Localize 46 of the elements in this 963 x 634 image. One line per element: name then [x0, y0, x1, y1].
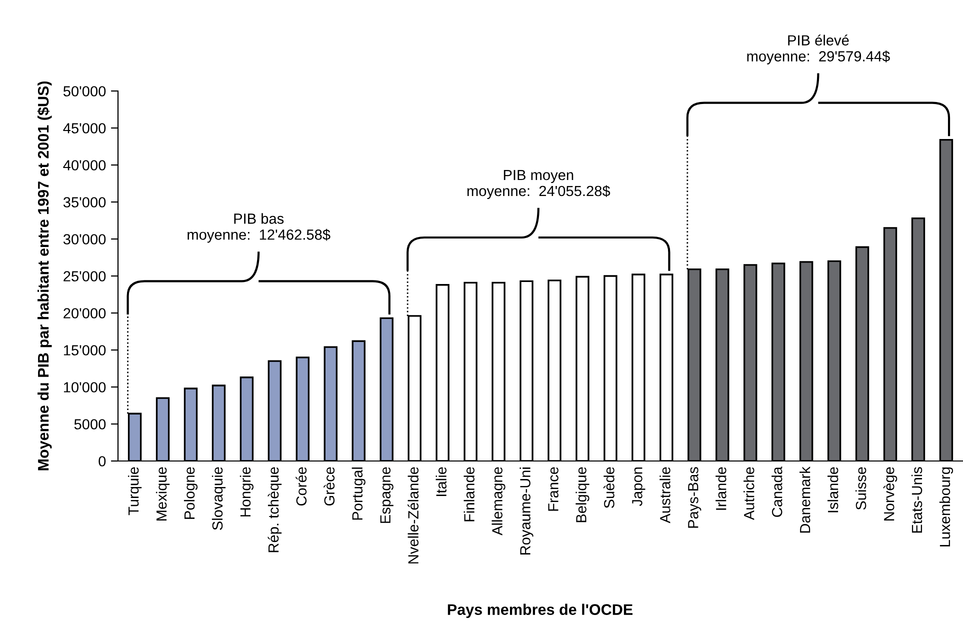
- x-tick-label: Norvège: [883, 467, 898, 520]
- x-tick-label: Finlande: [464, 467, 474, 522]
- x-tick-label: Hongrie: [240, 467, 254, 516]
- x-tick-label: Nvelle-Zélande: [408, 467, 419, 564]
- x-tick-label: Japon: [632, 468, 646, 506]
- x-tick-label: Mexique: [156, 467, 170, 520]
- x-tick-label: Slovaquie: [212, 467, 226, 530]
- x-tick-label: Espagne: [380, 467, 394, 523]
- y-tick-label: 5000: [74, 419, 106, 430]
- text: PIB élevé moyenne: 29'579.44$: [747, 34, 890, 64]
- annotation: PIB moyen moyenne: 24'055.28$: [467, 170, 610, 200]
- y-tick-label: 40'000: [63, 160, 106, 170]
- x-tick-label: Royaume-Uni: [520, 468, 534, 555]
- x-tick-label: Suisse: [855, 467, 866, 510]
- x-tick-label: Luxembourg: [939, 467, 954, 546]
- x-tick-label: Belgique: [576, 467, 590, 522]
- x-tick-label: Australie: [660, 467, 670, 524]
- x-tick-label: Pologne: [184, 467, 198, 519]
- y-tick-label: 30'000: [63, 234, 106, 244]
- y-tick-label: 0: [98, 456, 106, 466]
- y-tick-label: 35'000: [63, 197, 106, 208]
- x-tick-label: Allemagne: [492, 467, 506, 536]
- x-tick-label: France: [548, 467, 558, 511]
- x-tick-label: Portugal: [352, 468, 366, 520]
- x-tick-label: Suède: [603, 467, 614, 508]
- x-tick-label: Italie: [436, 467, 446, 496]
- y-tick-label: 25'000: [64, 271, 106, 282]
- x-axis-title: Pays membres de l'OCDE: [448, 604, 633, 618]
- x-tick-label: Islande: [827, 467, 838, 512]
- y-tick-label: 45'000: [63, 123, 106, 134]
- x-tick-label: Grèce: [324, 467, 335, 506]
- y-tick-label: 50'000: [63, 86, 106, 96]
- y-axis-title: Moyenne du PIB par habitant entre 1997 et 2001 ($US): [37, 81, 52, 470]
- y-tick-label: 10'000: [64, 382, 106, 392]
- annotation: PIB bas moyenne: 12'462.58$: [188, 213, 330, 243]
- x-tick-label: Turquie: [128, 467, 142, 516]
- y-tick-label: 15'000: [64, 345, 106, 356]
- x-tick-label: Danemark: [800, 466, 810, 533]
- x-tick-label: Etats-Unis: [911, 467, 922, 533]
- x-tick-label: Corée: [296, 467, 307, 506]
- x-tick-label: Canada: [772, 466, 782, 517]
- y-tick-label: 20'000: [64, 308, 106, 318]
- x-tick-label: Rép. tchèque: [268, 467, 282, 552]
- x-tick-label: Irlande: [716, 467, 726, 510]
- x-tick-label: Autriche: [744, 467, 754, 520]
- x-tick-label: Pays-Bas: [688, 467, 702, 528]
